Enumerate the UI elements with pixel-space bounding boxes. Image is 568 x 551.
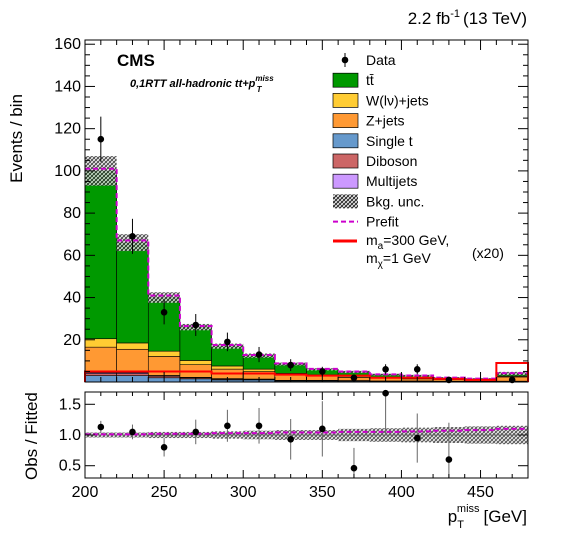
xtick-label-2: 300 — [230, 484, 257, 501]
stack-bar-1-0 — [84, 373, 117, 376]
x-axis-title: pTmiss [GeV] — [448, 503, 527, 531]
ratio-panel: 0.5 1.0 1.5 200 250 300 350 400 450 Obs / Fitte… — [22, 389, 529, 531]
legend-label-4: Single t — [366, 133, 413, 149]
data-point-2 — [160, 309, 168, 316]
data-point-1 — [129, 233, 136, 240]
legend-swatch — [332, 93, 359, 108]
legend-swatch — [332, 153, 359, 169]
legend-entry-0: Data — [341, 52, 396, 68]
data-layer — [97, 116, 516, 384]
main-ytick-label-6: 140 — [54, 78, 81, 95]
data-point-9 — [382, 366, 389, 373]
stack-bar-5-0 — [84, 170, 117, 340]
ratio-point-1 — [129, 428, 136, 436]
stack-bar-1-1 — [116, 373, 149, 376]
ratio-point-2 — [160, 443, 168, 451]
stack-bar-3-1 — [116, 348, 149, 373]
ratio-prefit-step — [85, 427, 528, 436]
ratio-y-axis-title: Obs / Fitted — [22, 392, 41, 480]
legend-label-6: Multijets — [366, 173, 417, 189]
stack-bar-4-2 — [147, 350, 181, 357]
legend-entry-4: Single t — [332, 133, 413, 149]
legend-label-2: W(lν)+jets — [366, 92, 429, 108]
main-ytick-label-7: 160 — [54, 36, 81, 53]
stack-bar-4-3 — [179, 360, 212, 365]
legend-label-7: Bkg. unc. — [366, 193, 424, 209]
data-point-5 — [255, 351, 263, 358]
xtick-label-5: 450 — [467, 484, 494, 501]
main-x-ticks — [84, 40, 529, 382]
data-point-7 — [319, 368, 326, 375]
stack-bar-4-4 — [211, 365, 244, 370]
ratio-point-4 — [224, 422, 231, 430]
data-point-4 — [224, 338, 231, 346]
ratio-ytick-label-0: 0.5 — [59, 458, 81, 475]
legend-swatch — [332, 173, 359, 189]
ratio-y-ticks: 0.5 1.0 1.5 — [59, 396, 528, 475]
ratio-ytick-label-1: 1.0 — [59, 427, 81, 444]
legend-label-3: Z+jets — [366, 113, 405, 129]
ratio-point-8 — [350, 464, 358, 472]
ratio-prefit-line — [85, 427, 528, 436]
ratio-point-11 — [445, 456, 453, 463]
stack-layer — [84, 170, 529, 383]
legend-swatch — [332, 133, 359, 149]
legend-signal-line2: mχ=1 GeV — [366, 250, 431, 270]
legend-signal-scale: (x20) — [472, 245, 504, 261]
subtitle: 0,1RTT all-hadronic tt+pmiss T — [130, 74, 274, 94]
ratio-x-ticks: 200 250 300 350 400 450 — [72, 392, 529, 501]
legend-label-8: Prefit — [366, 214, 399, 230]
lumi-label: 2.2 fb-1 (13 TeV) — [408, 8, 527, 28]
data-point-10 — [413, 366, 421, 373]
ratio-point-7 — [319, 425, 326, 433]
main-ytick-label-4: 100 — [54, 163, 81, 180]
legend-label-5: Diboson — [366, 153, 417, 169]
bkg-unc-2 — [148, 292, 180, 303]
legend-entry-5: Diboson — [332, 153, 417, 169]
legend-label-0: Data — [366, 52, 396, 68]
ratio-point-5 — [255, 422, 263, 430]
data-point-3 — [192, 321, 200, 329]
ratio-point-10 — [413, 434, 421, 442]
ratio-point-6 — [287, 436, 294, 443]
legend-entry-8: Prefit — [333, 214, 399, 230]
xtick-label-3: 350 — [309, 484, 336, 501]
main-ytick-label-2: 60 — [63, 247, 81, 264]
legend-signal-entry: ma=300 GeV, mχ=1 GeV (x20) — [333, 232, 504, 270]
legend-label-1: tt̄ — [366, 72, 374, 88]
stack-bar-5-1 — [116, 242, 149, 344]
legend-entry-2: W(lν)+jets — [332, 92, 429, 108]
legend-entry-3: Z+jets — [332, 113, 405, 129]
xtick-label-0: 200 — [72, 484, 99, 501]
main-ytick-label-5: 120 — [54, 121, 81, 138]
main-ytick-label-1: 40 — [63, 290, 81, 307]
legend-entry-1: tt̄ — [332, 72, 374, 88]
bkg-unc-8 — [338, 370, 370, 373]
ratio-point-0 — [97, 423, 105, 431]
legend-swatch — [332, 113, 359, 128]
legend-entry-6: Multijets — [332, 173, 417, 189]
legend-signal-line1: ma=300 GeV, — [366, 232, 449, 252]
cms-label: CMS — [117, 51, 155, 70]
legend: Data tt̄ W(lν)+jets Z+jets Single t Diboson Mu… — [332, 52, 429, 230]
main-y-axis-title: Events / bin — [7, 94, 26, 183]
stack-bar-3-0 — [84, 346, 117, 373]
main-ytick-label-0: 20 — [63, 332, 81, 349]
xtick-label-1: 250 — [151, 484, 178, 501]
data-point-6 — [287, 361, 294, 369]
legend-entry-7: Bkg. unc. — [333, 193, 424, 209]
main-y-ticks: 20 40 60 80 100 120 140 160 — [54, 36, 528, 372]
xtick-label-4: 400 — [388, 484, 415, 501]
legend-hatch-swatch — [333, 194, 358, 209]
legend-swatch — [332, 72, 359, 88]
main-panel: 20 40 60 80 100 120 140 160 CMS 0,1RTT all-hadr… — [7, 36, 529, 384]
ratio-ytick-label-2: 1.5 — [59, 396, 81, 413]
data-point-0 — [97, 135, 105, 143]
main-ytick-label-3: 80 — [63, 205, 81, 222]
stack-bar-4-1 — [116, 342, 149, 350]
stack-bar-4-5 — [242, 368, 276, 372]
ratio-points — [97, 389, 453, 478]
ratio-point-3 — [192, 428, 200, 436]
